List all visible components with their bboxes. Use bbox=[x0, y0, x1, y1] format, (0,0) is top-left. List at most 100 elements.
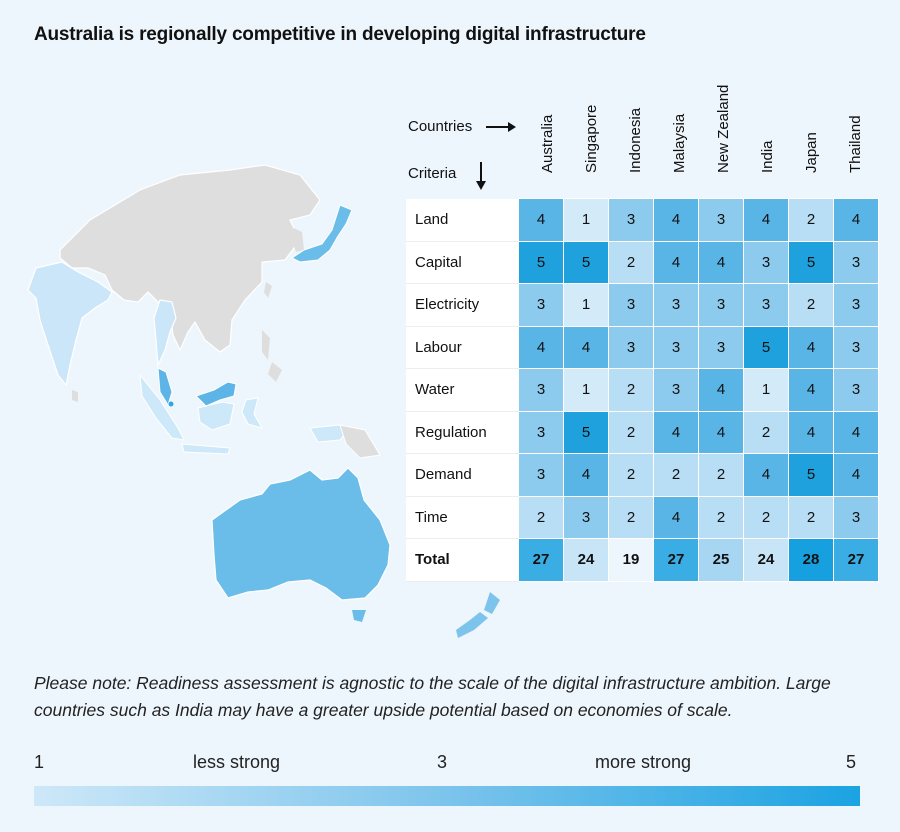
heatmap-cell: 3 bbox=[518, 453, 564, 497]
heatmap-row: Regulation 3 5 2 4 4 2 4 4 bbox=[406, 410, 879, 454]
heatmap-cell: 4 bbox=[833, 453, 879, 497]
total-cell: 27 bbox=[653, 538, 699, 582]
heatmap-cell: 3 bbox=[518, 368, 564, 412]
heatmap-cell: 2 bbox=[608, 453, 654, 497]
heatmap-cell: 1 bbox=[563, 198, 609, 242]
row-label: Land bbox=[406, 198, 519, 242]
heatmap-cell: 4 bbox=[743, 453, 789, 497]
down-arrow-icon bbox=[476, 162, 486, 190]
footnote: Please note: Readiness assessment is agn… bbox=[34, 673, 831, 720]
heatmap-cell: 1 bbox=[563, 368, 609, 412]
row-label: Labour bbox=[406, 326, 519, 369]
column-header-australia: Australia bbox=[509, 90, 556, 190]
malaysia-borneo bbox=[195, 381, 237, 407]
legend-less-strong-label: less strong bbox=[193, 752, 281, 772]
total-cell: 24 bbox=[743, 538, 789, 582]
column-header-new-zealand: New Zealand bbox=[685, 85, 732, 190]
heatmap-row: Labour 4 4 3 3 3 5 4 3 bbox=[406, 325, 879, 369]
heatmap-cell: 1 bbox=[563, 283, 609, 327]
heatmap-cell: 5 bbox=[563, 410, 609, 454]
heatmap-row: Electricity 3 1 3 3 3 3 2 3 bbox=[406, 283, 879, 327]
heatmap-cell: 3 bbox=[518, 283, 564, 327]
heatmap-cell: 5 bbox=[518, 240, 564, 284]
heatmap-cell: 4 bbox=[788, 410, 834, 454]
heatmap-cell: 3 bbox=[698, 283, 744, 327]
column-header-india: India bbox=[729, 90, 776, 190]
heatmap-cell: 4 bbox=[563, 453, 609, 497]
heatmap-cell: 2 bbox=[743, 495, 789, 539]
total-cell: 25 bbox=[698, 538, 744, 582]
heatmap-cell: 5 bbox=[788, 453, 834, 497]
row-label: Demand bbox=[406, 453, 519, 497]
heatmap-cell: 2 bbox=[608, 495, 654, 539]
total-cell: 19 bbox=[608, 538, 654, 582]
column-header-label: Thailand bbox=[847, 115, 864, 173]
heatmap-cell: 4 bbox=[653, 240, 699, 284]
chart-title: Australia is regionally competitive in d… bbox=[34, 24, 646, 45]
heatmap-cell: 2 bbox=[653, 453, 699, 497]
column-header-thailand: Thailand bbox=[817, 90, 864, 190]
total-cell: 28 bbox=[788, 538, 834, 582]
column-header-singapore: Singapore bbox=[553, 90, 600, 190]
heatmap-row: Demand 3 4 2 2 2 4 5 4 bbox=[406, 453, 879, 497]
legend-mid-label: 3 bbox=[437, 752, 448, 772]
total-cell: 24 bbox=[563, 538, 609, 582]
heatmap-cell: 3 bbox=[833, 325, 879, 369]
heatmap-cell: 3 bbox=[833, 495, 879, 539]
total-cell: 27 bbox=[833, 538, 879, 582]
new-zealand-shape bbox=[456, 592, 500, 638]
heatmap-cell: 2 bbox=[788, 495, 834, 539]
indonesia-java bbox=[181, 443, 231, 455]
heatmap-row: Capital 5 5 2 4 4 3 5 3 bbox=[406, 240, 879, 284]
india-shape bbox=[27, 261, 113, 387]
thailand-shape bbox=[153, 299, 177, 368]
heatmap-cell: 5 bbox=[788, 240, 834, 284]
heatmap-cell: 2 bbox=[698, 453, 744, 497]
countries-header-label: Countries bbox=[408, 118, 473, 135]
heatmap-cell: 4 bbox=[518, 325, 564, 369]
heatmap-cell: 3 bbox=[833, 240, 879, 284]
heatmap-cell: 2 bbox=[608, 240, 654, 284]
legend-more-strong-label: more strong bbox=[595, 752, 692, 772]
column-header-malaysia: Malaysia bbox=[641, 90, 688, 190]
heatmap-cell: 2 bbox=[743, 410, 789, 454]
legend-min-label: 1 bbox=[34, 752, 45, 772]
heatmap-cell: 3 bbox=[698, 198, 744, 242]
heatmap-cell: 4 bbox=[698, 368, 744, 412]
criteria-header-label: Criteria bbox=[408, 165, 457, 182]
heatmap-cell: 4 bbox=[698, 410, 744, 454]
heatmap-cell: 3 bbox=[743, 240, 789, 284]
row-label: Time bbox=[406, 496, 519, 539]
row-label: Regulation bbox=[406, 411, 519, 454]
heatmap-row: Water 3 1 2 3 4 1 4 3 bbox=[406, 368, 879, 412]
readiness-heatmap: Land 4 1 3 4 3 4 2 4 Capital 5 5 2 4 4 3 5 3 Electricity 3 1… bbox=[406, 198, 879, 582]
heatmap-cell: 3 bbox=[653, 325, 699, 369]
total-cell: 27 bbox=[518, 538, 564, 582]
heatmap-cell: 2 bbox=[608, 410, 654, 454]
heatmap-cell: 4 bbox=[563, 325, 609, 369]
heatmap-cell: 3 bbox=[608, 198, 654, 242]
heatmap-row: Time 2 3 2 4 2 2 2 3 bbox=[406, 495, 879, 539]
row-label: Electricity bbox=[406, 283, 519, 327]
heatmap-cell: 3 bbox=[518, 410, 564, 454]
indonesia-sumatra bbox=[139, 373, 185, 441]
heatmap-row: Land 4 1 3 4 3 4 2 4 bbox=[406, 198, 879, 242]
australia-shape bbox=[211, 467, 391, 601]
heatmap-cell: 4 bbox=[788, 325, 834, 369]
heatmap-cell: 3 bbox=[608, 325, 654, 369]
heatmap-cell: 2 bbox=[788, 198, 834, 242]
heatmap-cell: 4 bbox=[653, 198, 699, 242]
malaysia-peninsula bbox=[157, 367, 173, 407]
heatmap-cell: 2 bbox=[788, 283, 834, 327]
column-header-indonesia: Indonesia bbox=[597, 90, 644, 190]
total-row-label: Total bbox=[406, 538, 519, 582]
heatmap-cell: 3 bbox=[833, 283, 879, 327]
heatmap-cell: 3 bbox=[743, 283, 789, 327]
heatmap-cell: 4 bbox=[653, 410, 699, 454]
heatmap-cell: 4 bbox=[788, 368, 834, 412]
heatmap-cell: 3 bbox=[608, 283, 654, 327]
heatmap-cell: 4 bbox=[833, 410, 879, 454]
heatmap-cell: 2 bbox=[518, 495, 564, 539]
heatmap-cell: 4 bbox=[743, 198, 789, 242]
heatmap-cell: 3 bbox=[833, 368, 879, 412]
